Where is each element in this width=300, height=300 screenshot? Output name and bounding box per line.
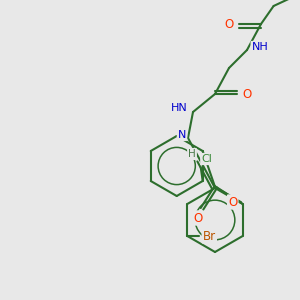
Text: HN: HN bbox=[171, 103, 188, 113]
Text: H: H bbox=[188, 149, 196, 159]
Text: O: O bbox=[193, 212, 202, 224]
Text: Br: Br bbox=[203, 230, 216, 242]
Text: NH: NH bbox=[252, 42, 268, 52]
Text: O: O bbox=[224, 17, 234, 31]
Text: Cl: Cl bbox=[201, 154, 212, 164]
Text: O: O bbox=[242, 88, 252, 100]
Text: O: O bbox=[228, 196, 237, 208]
Text: N: N bbox=[178, 130, 186, 140]
